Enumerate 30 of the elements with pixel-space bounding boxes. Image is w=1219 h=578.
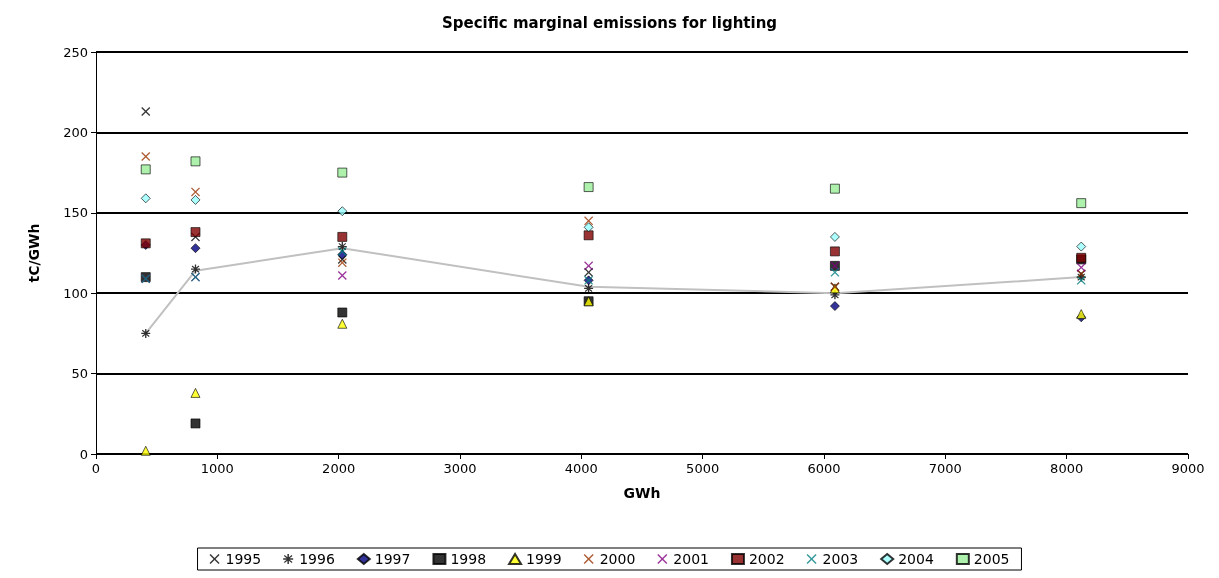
chart-title: Specific marginal emissions for lighting: [441, 13, 778, 32]
y-tick-label: 150: [63, 205, 88, 221]
y-tick-label: 100: [63, 285, 88, 301]
legend-label: 2000: [599, 551, 636, 567]
y-tick-label: 50: [71, 366, 88, 382]
y-tick-label: 200: [63, 124, 88, 140]
x-tick-label: 1000: [200, 461, 234, 476]
legend-label: 2002: [748, 551, 785, 567]
legend-label: 2004: [898, 551, 934, 567]
legend-label: 2001: [673, 551, 709, 567]
x-tick-label: 9000: [1171, 461, 1205, 476]
x-tick-label: 8000: [1050, 461, 1084, 476]
x-tick-label: 0: [91, 461, 101, 476]
legend-label: 1995: [225, 551, 262, 567]
legend-label: 2005: [973, 551, 1010, 567]
y-axis-title: tC/GWh: [26, 223, 42, 283]
x-axis-title: GWh: [623, 485, 661, 501]
x-tick-label: 6000: [807, 461, 841, 476]
x-tick-label: 5000: [686, 461, 720, 476]
x-tick-label: 2000: [322, 461, 356, 476]
y-tick-label: 250: [63, 44, 88, 60]
x-tick-label: 3000: [443, 461, 477, 476]
legend-label: 1996: [299, 551, 335, 567]
legend-label: 1999: [526, 551, 562, 567]
y-tick-label: 0: [79, 446, 88, 462]
legend-label: 2003: [822, 551, 859, 567]
x-tick-label: 4000: [564, 461, 598, 476]
x-tick-label: 7000: [928, 461, 962, 476]
legend-label: 1997: [374, 551, 411, 567]
legend-label: 1998: [450, 551, 487, 567]
